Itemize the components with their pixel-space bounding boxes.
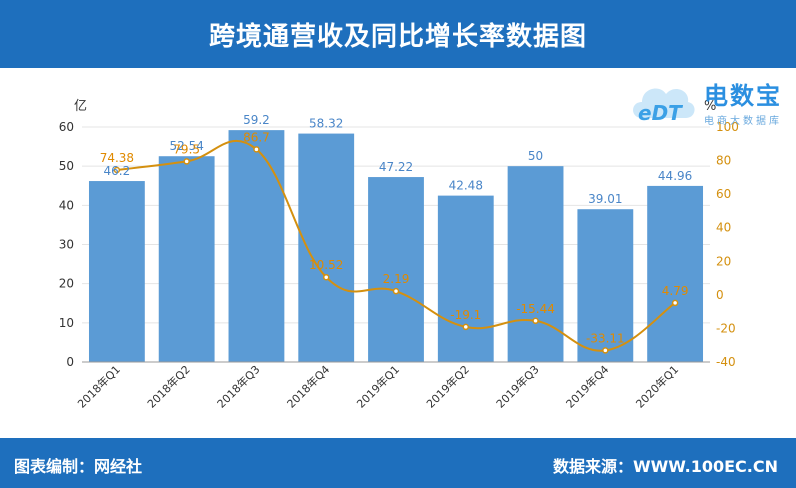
x-tick-label: 2018年Q1	[74, 362, 123, 411]
line-value-label: 10.52	[309, 258, 343, 272]
footer-source: 数据来源：WWW.100EC.CN	[552, 457, 778, 476]
line-point	[183, 158, 190, 165]
line-point	[532, 317, 539, 325]
y-right-tick-label: 60	[716, 187, 731, 201]
line-point	[462, 323, 470, 331]
bar-value-label: 44.96	[658, 169, 692, 183]
logo-subtitle: 电商大数据库	[704, 116, 782, 127]
y-right-tick-label: -40	[716, 355, 736, 369]
line-value-label: 86.7	[243, 130, 270, 144]
bar	[368, 177, 424, 362]
y-right-tick-label: -20	[716, 321, 736, 335]
y-left-tick-label: 60	[59, 120, 74, 134]
y-right-tick-label: 100	[716, 120, 739, 134]
page-title: 跨境通营收及同比增长率数据图	[208, 21, 587, 52]
bar	[577, 209, 634, 362]
bar-value-label: 47.22	[379, 160, 413, 174]
y-left-tick-label: 50	[59, 159, 74, 173]
cloud-logo-icon: eDT	[633, 88, 695, 125]
growth-rate-line	[116, 139, 676, 352]
bar-line-chart: 46.2 52.54 59.2 58.32 47.22 42.48 50 39.01 44.96…	[59, 99, 739, 411]
line-value-label: -15.44	[516, 302, 555, 316]
line-value-label: 2.19	[383, 272, 410, 286]
x-tick-label: 2018年Q4	[284, 362, 333, 411]
line-point	[602, 347, 609, 354]
logo-mark: eDT	[638, 101, 683, 125]
x-tick-label: 2019年Q3	[493, 362, 542, 411]
y-left-tick-label: 30	[59, 238, 74, 252]
y-axis-right-unit: %	[704, 99, 716, 114]
bar	[88, 181, 145, 362]
chart-title-banner: 跨境通营收及同比增长率数据图	[0, 0, 796, 68]
data-labels: 46.2 52.54 59.2 58.32 47.22 42.48 50 39.01 44.96…	[100, 113, 693, 345]
line-point	[322, 273, 330, 281]
line-point	[671, 299, 679, 307]
line-series	[113, 139, 679, 354]
bar	[158, 156, 215, 362]
y-left-tick-label: 20	[59, 277, 74, 291]
bar-value-label: 39.01	[588, 192, 622, 206]
bar-value-label: 46.2	[104, 164, 131, 178]
x-tick-label: 2018年Q2	[144, 362, 193, 411]
line-point	[113, 166, 121, 174]
y-left-tick-label: 40	[59, 198, 74, 212]
line-value-label: 74.38	[100, 151, 134, 165]
bar-series	[88, 130, 704, 362]
line-point	[392, 287, 400, 295]
x-tick-label: 2019年Q1	[354, 362, 403, 411]
bar-value-label: 42.48	[449, 179, 483, 193]
bar	[228, 130, 285, 362]
edt-logo: eDT 电数宝 电商大数据库	[628, 72, 788, 132]
line-value-label: 79.5	[173, 142, 200, 156]
y-right-tick-label: 40	[716, 221, 731, 235]
bar-value-label: 59.2	[243, 113, 270, 127]
line-value-label: 4.79	[662, 284, 689, 298]
line-value-label: -19.1	[450, 308, 481, 322]
x-tick-label: 2019年Q4	[563, 362, 612, 411]
x-tick-label: 2018年Q3	[214, 362, 263, 411]
logo-brand: 电数宝	[704, 82, 782, 110]
y-right-tick-label: 20	[716, 254, 731, 268]
y-right-tick-label: 0	[716, 288, 724, 302]
y-left-tick-label: 0	[66, 355, 74, 369]
bar-value-label: 58.32	[309, 117, 343, 131]
footer-credit: 图表编制：网经社	[14, 457, 143, 476]
bar	[647, 185, 704, 362]
bar-value-label: 52.54	[169, 139, 203, 153]
x-tick-label: 2019年Q2	[423, 362, 472, 411]
footer-bar: 图表编制：网经社 数据来源：WWW.100EC.CN	[0, 438, 796, 488]
line-value-label: -33.11	[586, 331, 625, 345]
y-left-tick-label: 10	[59, 316, 74, 330]
x-tick-label: 2020年Q1	[633, 362, 682, 411]
y-axis-left-unit: 亿	[74, 99, 87, 114]
y-right-tick-label: 80	[716, 154, 731, 168]
bar-value-label: 50	[528, 149, 543, 163]
line-point	[253, 146, 260, 153]
bar	[507, 166, 564, 362]
bar	[437, 195, 494, 362]
